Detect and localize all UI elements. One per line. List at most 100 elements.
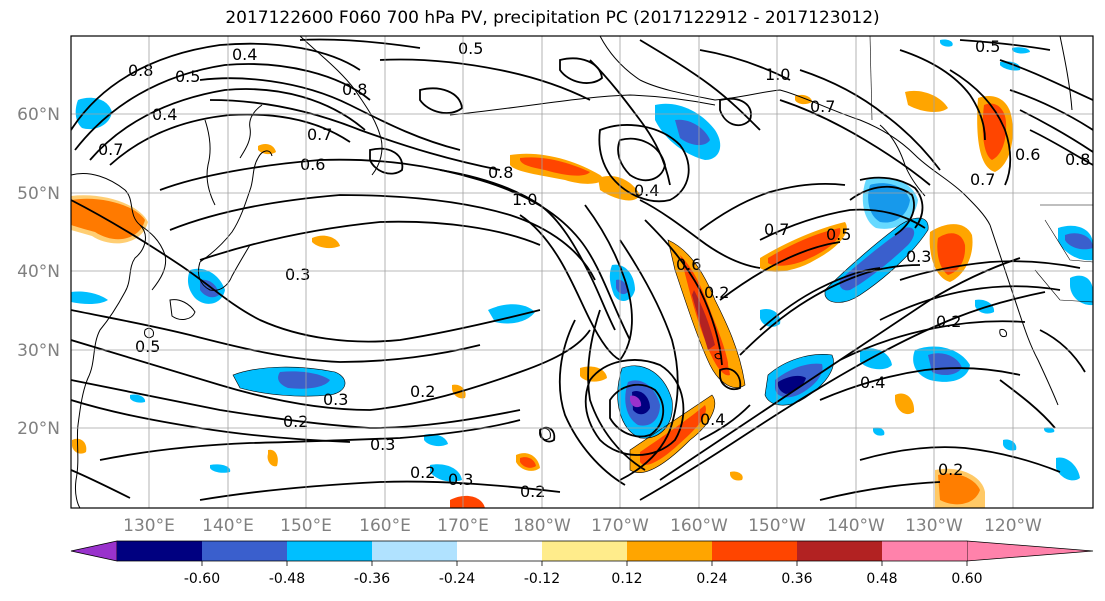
colorbar-label: 0.36 — [781, 571, 812, 587]
lon-label: 140°W — [827, 516, 885, 536]
pv-contours — [71, 38, 1093, 501]
precip-blob — [675, 119, 710, 146]
lat-label: 30°N — [17, 341, 60, 361]
colorbar: -0.60 -0.48 -0.36 -0.24 -0.12 0.12 0.24 … — [70, 540, 1094, 587]
contour-label: 0.3 — [448, 470, 473, 489]
contour-label: 0.2 — [520, 482, 545, 501]
colorbar-ticks — [201, 561, 968, 566]
contour-label: 1.0 — [512, 190, 537, 209]
contour-label: 0.3 — [370, 435, 395, 454]
precip-outlines — [232, 217, 929, 473]
colorbar-segment — [712, 541, 797, 561]
lon-label: 180°W — [513, 516, 571, 536]
precip-blob — [278, 371, 330, 389]
precip-blob — [630, 395, 642, 408]
precip-blob — [935, 468, 985, 508]
contour-label: 0.2 — [938, 460, 963, 479]
lat-label: 40°N — [17, 262, 60, 282]
precip-blob — [130, 394, 146, 403]
lon-label: 150°E — [280, 516, 332, 536]
contour-label: 0.4 — [860, 373, 885, 392]
precip-blob — [728, 359, 743, 379]
precip-blob — [982, 103, 1007, 160]
colorbar-label: 0.48 — [866, 571, 897, 587]
contour-label: 1.0 — [765, 65, 790, 84]
lon-label: 170°W — [591, 516, 649, 536]
colorbar-right-extension — [966, 540, 1094, 562]
contour-label: 0.5 — [175, 67, 200, 86]
precip-blob — [267, 449, 278, 467]
longitude-labels: 130°E 140°E 150°E 160°E 170°E 180°W 170°… — [123, 516, 1042, 536]
lon-label: 130°E — [123, 516, 175, 536]
contour-label: 0.2 — [283, 412, 308, 431]
lon-label: 130°W — [905, 516, 963, 536]
precip-blob — [940, 39, 953, 47]
precip-blob — [72, 438, 87, 454]
contour-label: 0.7 — [810, 97, 835, 116]
precip-blob — [1012, 47, 1030, 54]
lon-label: 140°E — [202, 516, 254, 536]
precip-blob — [937, 233, 966, 275]
lon-label: 160°E — [359, 516, 411, 536]
colorbar-label: -0.24 — [439, 571, 475, 587]
precip-blob — [692, 290, 715, 350]
colorbar-label: -0.60 — [184, 571, 220, 587]
precip-blob — [616, 279, 628, 295]
lon-label: 160°W — [670, 516, 728, 536]
map-title: 2017122600 F060 700 hPa PV, precipitatio… — [225, 8, 880, 28]
precip-blob — [640, 405, 706, 465]
colorbar-segment — [882, 541, 967, 561]
precip-blob — [730, 471, 743, 481]
precip-blob — [488, 304, 535, 324]
contour-label: 0.4 — [232, 45, 257, 64]
precip-blob — [795, 94, 812, 105]
contour-label: 0.8 — [128, 61, 153, 80]
contour-label: 0.5 — [975, 37, 1000, 56]
precip-blob — [1044, 427, 1055, 433]
precip-blob — [1000, 61, 1021, 71]
contour-label: 0.5 — [826, 225, 851, 244]
precip-blob — [895, 393, 915, 415]
precip-blob — [839, 227, 915, 291]
precip-blob — [1070, 275, 1093, 306]
plot-frame — [70, 35, 1094, 509]
contour-label: 0.2 — [410, 382, 435, 401]
contour-label: 0.2 — [704, 283, 729, 302]
contour-label: 0.7 — [307, 125, 332, 144]
contour-label: 0.3 — [323, 390, 348, 409]
contour-label: 0.6 — [1015, 145, 1040, 164]
precip-blob — [1065, 233, 1093, 250]
colorbar-segment — [457, 541, 542, 561]
precip-blob — [210, 464, 231, 473]
precip-blob — [71, 291, 108, 305]
colorbar-segment — [202, 541, 287, 561]
colorbar-segment — [797, 541, 882, 561]
lat-label: 50°N — [17, 184, 60, 204]
precip-blob — [258, 144, 276, 155]
colorbar-label: 0.12 — [611, 571, 642, 587]
colorbar-left-extension — [70, 540, 118, 562]
precip-blob — [768, 228, 841, 266]
precip-blob — [312, 235, 340, 249]
contour-label: 0.6 — [300, 155, 325, 174]
lat-label: 20°N — [17, 419, 60, 439]
lon-label: 170°E — [437, 516, 489, 536]
contour-label: 0.4 — [152, 105, 177, 124]
contour-label: 0.7 — [970, 170, 995, 189]
contour-label: 0.4 — [634, 181, 659, 200]
contour-label: 0.4 — [700, 410, 725, 429]
lat-label: 60°N — [17, 105, 60, 125]
precip-blob — [905, 90, 948, 112]
contour-label: 0.6 — [676, 255, 701, 274]
contour-label: 0.2 — [410, 463, 435, 482]
contour-label: 0.2 — [936, 312, 961, 331]
precip-blob — [777, 375, 806, 394]
colorbar-segment — [542, 541, 627, 561]
precip-blob — [200, 279, 219, 298]
colorbar-segment — [287, 541, 372, 561]
colorbar-label: 0.60 — [951, 571, 982, 587]
colorbar-label: -0.12 — [524, 571, 560, 587]
colorbar-label: -0.36 — [354, 571, 390, 587]
colorbar-label: -0.48 — [269, 571, 305, 587]
